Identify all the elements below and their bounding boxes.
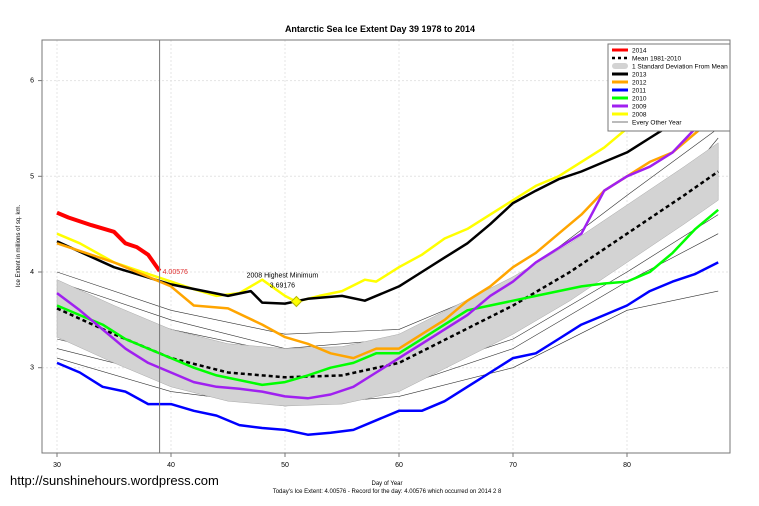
series-line-2011	[56, 261, 719, 436]
annotation-value: 3.69176	[270, 282, 295, 289]
x-tick-label: 60	[395, 462, 403, 469]
legend-label: 2013	[632, 72, 647, 79]
y-tick-label: 3	[30, 365, 34, 372]
other-year-line	[56, 128, 719, 335]
y-tick-label: 6	[30, 78, 34, 85]
x-tick-label: 80	[623, 462, 631, 469]
annotation-title: 2008 Highest Minimum	[247, 272, 319, 279]
legend-label: Mean 1981-2010	[632, 56, 682, 63]
plot-frame	[41, 39, 731, 454]
y-tick-label: 5	[30, 173, 34, 180]
series-lines	[56, 60, 720, 436]
x-axis-label: Day of Year	[371, 481, 402, 487]
legend-label: 2012	[632, 80, 647, 87]
mean-line	[56, 170, 719, 379]
legend-label: Every Other Year	[632, 120, 682, 127]
legend-swatch	[612, 63, 628, 69]
series-line-2013	[56, 89, 720, 305]
series-line-2009	[56, 103, 720, 400]
legend-label: 2008	[632, 112, 647, 119]
highest-minimum-marker	[290, 295, 303, 308]
legend-box	[607, 43, 731, 132]
x-tick-label: 40	[167, 462, 175, 469]
x-tick-label: 50	[281, 462, 289, 469]
current-value-label: 4.00576	[163, 269, 188, 276]
y-axis-label: Ice Extent in millions of sq. km.	[16, 204, 22, 287]
chart-title: Antarctic Sea Ice Extent Day 39 1978 to …	[285, 24, 475, 34]
footer-text: Today's Ice Extent: 4.00576 - Record for…	[273, 489, 502, 495]
axis-ticks: 30 40 50 60 70 80 3 4 5 6	[30, 78, 631, 469]
series-line-2010	[56, 208, 720, 387]
legend-label: 1 Standard Deviation From Mean	[632, 64, 728, 71]
legend-label: 2014	[632, 48, 647, 55]
x-tick-label: 30	[53, 462, 61, 469]
legend-label: 2010	[632, 96, 647, 103]
legend-label: 2009	[632, 104, 647, 111]
other-year-line	[56, 290, 719, 407]
legend-label: 2011	[632, 88, 646, 95]
series-line-2014	[56, 210, 162, 273]
y-tick-label: 4	[30, 269, 34, 276]
watermark-url: http://sunshinehours.wordpress.com	[10, 473, 219, 488]
x-tick-label: 70	[509, 462, 517, 469]
